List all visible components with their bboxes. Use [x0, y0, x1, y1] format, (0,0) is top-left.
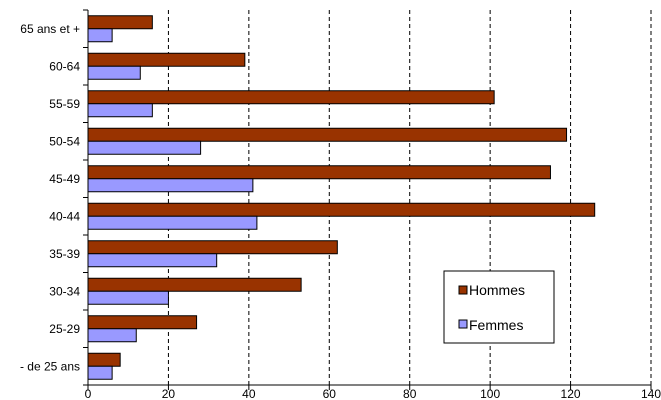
bar-femmes	[87, 365, 113, 380]
x-tick-label: 80	[403, 387, 417, 400]
bar-hommes	[87, 15, 153, 30]
axes	[83, 9, 652, 390]
category-label: 50-54	[49, 134, 80, 148]
category-label: 40-44	[49, 209, 80, 223]
legend-swatch-femmes	[458, 319, 468, 329]
x-tick-label: 120	[561, 387, 581, 400]
legend-swatch-hommes	[458, 285, 468, 295]
bar-femmes	[87, 328, 137, 343]
bar-hommes	[87, 240, 338, 255]
x-tick-label: 20	[162, 387, 176, 400]
bar-hommes	[87, 352, 121, 367]
bar-femmes	[87, 290, 169, 305]
bar-hommes	[87, 52, 246, 67]
x-tick-label: 40	[242, 387, 256, 400]
bar-hommes	[87, 90, 495, 105]
legend-label-hommes: Hommes	[469, 282, 525, 298]
bar-hommes	[87, 127, 568, 142]
bar-femmes	[87, 178, 254, 193]
x-tick-label: 60	[323, 387, 337, 400]
legend: Hommes Femmes	[443, 270, 555, 344]
bar-hommes	[87, 315, 198, 330]
legend-frame	[443, 270, 555, 344]
category-label: - de 25 ans	[20, 359, 80, 373]
category-labels: - de 25 ans 25-29 30-34 35-39 40-44 45-49 50-5…	[20, 22, 80, 374]
legend-label-femmes: Femmes	[469, 317, 523, 333]
x-tick-label: 100	[480, 387, 500, 400]
category-label: 25-29	[49, 322, 80, 336]
bar-femmes	[87, 65, 141, 80]
category-label: 60-64	[49, 59, 80, 73]
category-label: 55-59	[49, 97, 80, 111]
bar-hommes	[87, 277, 302, 292]
bar-femmes	[87, 103, 153, 118]
category-label: 45-49	[49, 172, 80, 186]
bar-femmes	[87, 140, 202, 155]
bar-femmes	[87, 253, 218, 268]
category-label: 65 ans et +	[20, 22, 80, 36]
x-tick-label: 140	[641, 387, 661, 400]
x-tick-labels: 0 20 40 60 80 100 120 140	[85, 387, 661, 400]
category-label: 30-34	[49, 284, 80, 298]
bar-femmes	[87, 215, 258, 230]
category-label: 35-39	[49, 247, 80, 261]
bar-hommes	[87, 165, 551, 180]
bar-hommes	[87, 202, 596, 217]
x-tick-label: 0	[85, 387, 92, 400]
bar-femmes	[87, 28, 113, 43]
